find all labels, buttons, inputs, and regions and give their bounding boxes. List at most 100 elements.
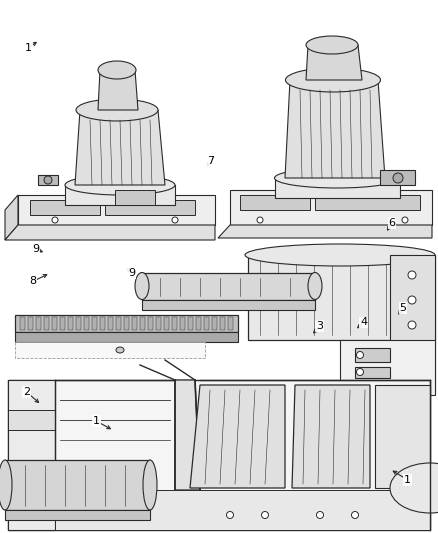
- Ellipse shape: [135, 272, 149, 300]
- Polygon shape: [355, 348, 390, 362]
- Polygon shape: [355, 383, 390, 392]
- Text: 1: 1: [25, 43, 32, 53]
- Text: 3: 3: [316, 321, 323, 331]
- Polygon shape: [285, 80, 385, 178]
- Polygon shape: [108, 317, 113, 330]
- Polygon shape: [218, 225, 432, 238]
- Polygon shape: [132, 317, 137, 330]
- Polygon shape: [98, 70, 138, 110]
- Polygon shape: [156, 317, 161, 330]
- Polygon shape: [116, 317, 121, 330]
- Polygon shape: [204, 317, 209, 330]
- Polygon shape: [75, 110, 165, 185]
- Polygon shape: [18, 195, 215, 225]
- Polygon shape: [20, 317, 25, 330]
- Polygon shape: [92, 317, 97, 330]
- Polygon shape: [55, 490, 430, 530]
- Polygon shape: [230, 190, 432, 225]
- Ellipse shape: [261, 512, 268, 519]
- Text: 8: 8: [29, 277, 36, 286]
- Ellipse shape: [408, 321, 416, 329]
- Text: 1: 1: [404, 475, 411, 484]
- Ellipse shape: [306, 36, 358, 54]
- Polygon shape: [148, 317, 153, 330]
- Ellipse shape: [393, 173, 403, 183]
- Ellipse shape: [308, 272, 322, 300]
- Ellipse shape: [408, 296, 416, 304]
- Ellipse shape: [257, 217, 263, 223]
- Ellipse shape: [65, 175, 175, 195]
- Polygon shape: [15, 315, 238, 332]
- Polygon shape: [315, 195, 420, 210]
- Polygon shape: [84, 317, 89, 330]
- Polygon shape: [180, 317, 185, 330]
- Ellipse shape: [52, 217, 58, 223]
- Polygon shape: [8, 410, 55, 430]
- Polygon shape: [164, 317, 169, 330]
- Polygon shape: [340, 340, 435, 395]
- Polygon shape: [175, 380, 200, 490]
- Ellipse shape: [143, 460, 157, 510]
- Polygon shape: [8, 380, 430, 530]
- Polygon shape: [375, 385, 430, 488]
- Text: 6: 6: [389, 218, 396, 228]
- Ellipse shape: [408, 366, 416, 374]
- Polygon shape: [15, 342, 205, 358]
- Ellipse shape: [245, 244, 435, 266]
- Polygon shape: [124, 317, 129, 330]
- Polygon shape: [76, 317, 81, 330]
- Polygon shape: [36, 317, 41, 330]
- Polygon shape: [380, 170, 415, 185]
- Polygon shape: [5, 460, 150, 510]
- Text: 5: 5: [399, 303, 406, 313]
- Polygon shape: [105, 200, 195, 215]
- Ellipse shape: [408, 271, 416, 279]
- Ellipse shape: [44, 176, 52, 184]
- Polygon shape: [190, 385, 285, 488]
- Ellipse shape: [275, 168, 399, 188]
- Ellipse shape: [317, 512, 324, 519]
- Polygon shape: [100, 317, 105, 330]
- Ellipse shape: [352, 512, 358, 519]
- Text: 4: 4: [360, 318, 367, 327]
- Polygon shape: [68, 317, 73, 330]
- Polygon shape: [5, 225, 215, 240]
- Polygon shape: [248, 255, 435, 340]
- Ellipse shape: [76, 99, 158, 121]
- Ellipse shape: [408, 346, 416, 354]
- Text: 9: 9: [128, 268, 135, 278]
- Polygon shape: [212, 317, 217, 330]
- Text: 1: 1: [93, 416, 100, 426]
- Ellipse shape: [357, 351, 364, 359]
- Polygon shape: [115, 190, 155, 205]
- Polygon shape: [44, 317, 49, 330]
- Text: 9: 9: [32, 245, 39, 254]
- Ellipse shape: [116, 347, 124, 353]
- Text: 2: 2: [23, 387, 30, 397]
- Ellipse shape: [98, 61, 136, 79]
- Polygon shape: [5, 510, 150, 520]
- Polygon shape: [228, 317, 233, 330]
- Polygon shape: [5, 195, 18, 240]
- Polygon shape: [240, 195, 310, 210]
- Polygon shape: [8, 380, 55, 530]
- Ellipse shape: [286, 68, 381, 92]
- Polygon shape: [52, 317, 57, 330]
- Polygon shape: [390, 255, 435, 390]
- Polygon shape: [196, 317, 201, 330]
- Ellipse shape: [226, 512, 233, 519]
- Polygon shape: [172, 317, 177, 330]
- Ellipse shape: [390, 463, 438, 513]
- Polygon shape: [28, 317, 33, 330]
- Text: 7: 7: [207, 156, 214, 166]
- Ellipse shape: [172, 217, 178, 223]
- Polygon shape: [306, 45, 362, 80]
- Polygon shape: [275, 178, 400, 198]
- Polygon shape: [292, 385, 370, 488]
- Polygon shape: [65, 185, 175, 205]
- Ellipse shape: [402, 217, 408, 223]
- Polygon shape: [140, 317, 145, 330]
- Polygon shape: [142, 273, 315, 300]
- Polygon shape: [188, 317, 193, 330]
- Polygon shape: [220, 317, 225, 330]
